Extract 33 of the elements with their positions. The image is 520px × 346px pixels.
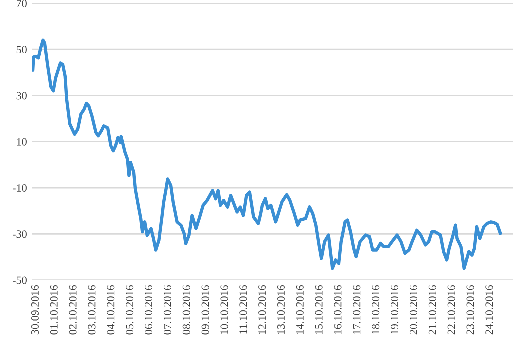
x-tick-label: 03.10.2016 xyxy=(88,285,96,335)
x-tick-label: 02.10.2016 xyxy=(69,285,77,335)
x-tick-label: 01.10.2016 xyxy=(50,285,58,335)
y-tick-label: -50 xyxy=(12,276,27,284)
x-tick-label: 09.10.2016 xyxy=(202,285,210,335)
x-tick-label: 14.10.2016 xyxy=(296,285,304,334)
line-series xyxy=(32,38,502,270)
x-tick-label: 10.10.2016 xyxy=(220,285,228,334)
x-tick-label: 16.10.2016 xyxy=(334,285,342,334)
x-tick-label: 17.10.2016 xyxy=(353,285,361,334)
x-tick-label: 04.10.2016 xyxy=(107,285,115,335)
y-tick-label: 70 xyxy=(17,0,27,8)
x-tick-label: 30.09.2016 xyxy=(31,285,40,335)
x-tick-label: 22.10.2016 xyxy=(448,285,456,335)
x-tick-label: 24.10.2016 xyxy=(486,285,494,335)
y-tick-label: -10 xyxy=(12,184,27,192)
y-tick-label: 10 xyxy=(17,138,27,146)
x-tick-label: 06.10.2016 xyxy=(145,285,153,335)
x-tick-label: 11.10.2016 xyxy=(240,285,248,334)
x-tick-label: 18.10.2016 xyxy=(372,285,380,334)
x-tick-label: 23.10.2016 xyxy=(466,285,474,335)
x-tick-label: 05.10.2016 xyxy=(126,285,134,335)
y-tick-label: 30 xyxy=(16,92,27,100)
y-tick-label: 50 xyxy=(16,46,27,54)
y-tick-label: -30 xyxy=(12,230,27,238)
x-tick-label: 21.10.2016 xyxy=(428,285,436,335)
x-tick-label: 20.10.2016 xyxy=(410,285,418,335)
x-tick-label: 19.10.2016 xyxy=(391,285,399,334)
x-tick-label: 07.10.2016 xyxy=(164,285,172,335)
x-tick-label: 13.10.2016 xyxy=(277,285,286,334)
x-tick-label: 15.10.2016 xyxy=(315,285,323,334)
x-tick-label: 08.10.2016 xyxy=(182,285,190,335)
x-tick-label: 12.10.2016 xyxy=(258,285,266,334)
